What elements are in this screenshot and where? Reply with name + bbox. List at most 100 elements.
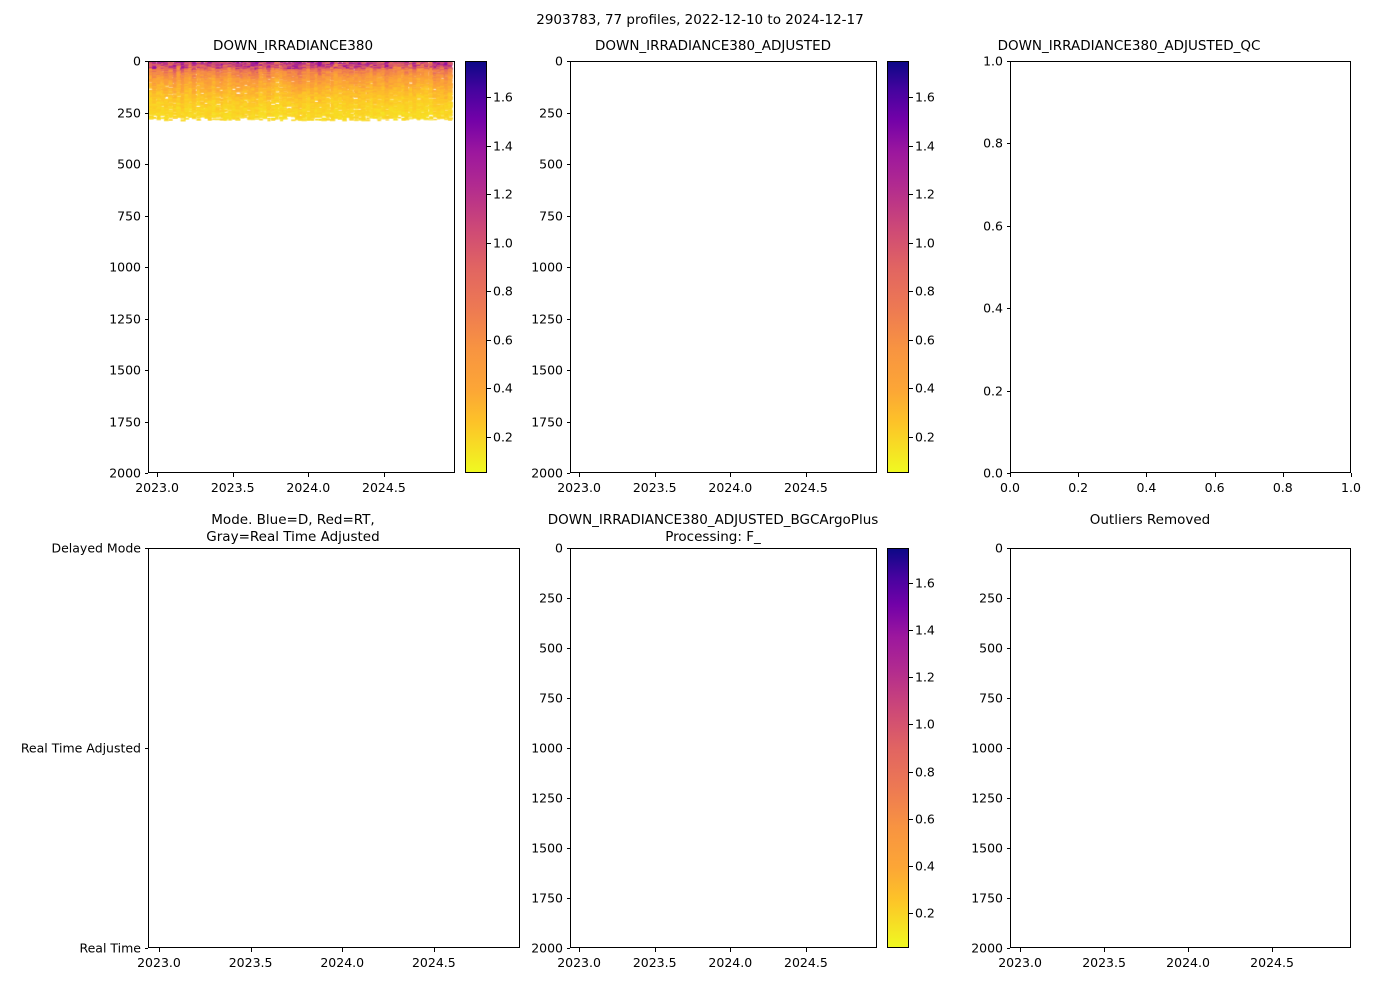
- panel-bgcargoplus-xticklabel-2: 2024.0: [708, 955, 753, 970]
- colorbar-adjusted-tick-5: [909, 194, 913, 196]
- panel-mode-xticklabel-1: 2023.5: [228, 955, 273, 970]
- colorbar-bgcargoplus-ticklabel-4: 1.0: [915, 716, 935, 732]
- panel-mode-yticklabel-1: Real Time Adjusted: [20, 740, 141, 756]
- colorbar-raw-ticklabel-0: 0.2: [493, 429, 513, 445]
- colorbar-bgcargoplus-tick-2: [909, 818, 913, 820]
- panel-adjusted-qc-yticklabel-5: 1.0: [983, 53, 1003, 69]
- colorbar-adjusted-tick-4: [909, 242, 913, 244]
- panel-outliers-xticklabel-1: 2023.5: [1082, 955, 1126, 970]
- panel-outliers-xtick-3: [1272, 948, 1274, 952]
- panel-bgcargoplus-xtick-0: [579, 948, 581, 952]
- colorbar-raw-ticklabel-3: 0.8: [493, 283, 513, 299]
- panel-adjusted[interactable]: [570, 61, 877, 473]
- panel-bgcargoplus-ytick-8: [566, 948, 570, 949]
- panel-adjusted-yticklabel-6: 1500: [531, 362, 563, 378]
- panel-bgcargoplus-yticklabel-0: 0: [555, 540, 563, 556]
- panel-raw-ytick-7: [144, 421, 148, 423]
- panel-adjusted-qc-xtick-2: [1146, 473, 1148, 477]
- panel-outliers-yticklabel-6: 1500: [971, 840, 1003, 856]
- panel-bgcargoplus-ytick-7: [566, 898, 570, 899]
- panel-raw-ytick-6: [144, 370, 148, 371]
- colorbar-adjusted-tick-6: [909, 145, 913, 147]
- panel-adjusted-xtick-0: [579, 473, 581, 477]
- panel-raw-yticklabel-7: 1750: [109, 414, 141, 429]
- colorbar-adjusted-tick-2: [909, 339, 913, 341]
- panel-adjusted-yticklabel-0: 0: [555, 53, 563, 69]
- panel-bgcargoplus-ytick-0: [566, 548, 570, 549]
- colorbar-raw-tick-1: [487, 388, 491, 390]
- panel-raw-ytick-3: [144, 215, 148, 217]
- panel-bgcargoplus-xtick-2: [730, 948, 732, 952]
- panel-raw-ytick-5: [144, 318, 148, 320]
- panel-adjusted-xtick-3: [805, 473, 807, 477]
- panel-adjusted-yticklabel-1: 250: [539, 105, 563, 120]
- panel-outliers-ytick-5: [1006, 798, 1010, 799]
- panel-adjusted-qc-xticklabel-4: 0.8: [1272, 480, 1293, 495]
- colorbar-adjusted: [887, 61, 909, 473]
- panel-adjusted-ytick-2: [566, 164, 570, 165]
- colorbar-adjusted-ticklabel-6: 1.4: [915, 138, 935, 154]
- panel-title-bgcargoplus: DOWN_IRRADIANCE380_ADJUSTED_BGCArgoPlus …: [547, 512, 879, 545]
- panel-outliers-ytick-1: [1006, 598, 1010, 599]
- colorbar-adjusted-ticklabel-5: 1.2: [915, 186, 935, 202]
- panel-adjusted-qc-xtick-5: [1351, 473, 1352, 477]
- panel-adjusted-qc-xticklabel-5: 1.0: [1341, 480, 1361, 495]
- panel-adjusted-qc-yticklabel-3: 0.6: [983, 218, 1003, 234]
- panel-raw-xticklabel-1: 2023.5: [210, 480, 255, 495]
- panel-bgcargoplus-xticklabel-0: 2023.0: [557, 955, 601, 970]
- panel-raw-yticklabel-0: 0: [133, 53, 141, 69]
- panel-adjusted-qc-yticklabel-0: 0.0: [983, 465, 1003, 481]
- colorbar-adjusted-ticklabel-4: 1.0: [915, 235, 935, 251]
- panel-title-adjusted-qc: DOWN_IRRADIANCE380_ADJUSTED_QC: [997, 38, 1261, 54]
- panel-raw[interactable]: [148, 61, 455, 473]
- panel-outliers-xticklabel-0: 2023.0: [998, 955, 1042, 970]
- panel-mode-xtick-3: [433, 948, 435, 952]
- panel-adjusted-yticklabel-4: 1000: [531, 259, 563, 275]
- colorbar-adjusted-ticklabel-2: 0.6: [915, 332, 935, 348]
- panel-bgcargoplus-ytick-6: [566, 848, 570, 849]
- panel-outliers-ytick-8: [1006, 948, 1010, 949]
- colorbar-bgcargoplus-ticklabel-7: 1.6: [915, 575, 935, 591]
- figure-suptitle: 2903783, 77 profiles, 2022-12-10 to 2024…: [536, 12, 864, 28]
- panel-mode-xtick-0: [158, 948, 160, 952]
- colorbar-raw-tick-7: [487, 97, 491, 99]
- panel-outliers-yticklabel-7: 1750: [971, 890, 1003, 906]
- panel-outliers-yticklabel-0: 0: [995, 540, 1003, 556]
- panel-outliers[interactable]: [1010, 548, 1351, 948]
- panel-bgcargoplus[interactable]: [570, 548, 877, 948]
- colorbar-bgcargoplus-tick-5: [909, 677, 913, 679]
- panel-adjusted-yticklabel-7: 1750: [531, 414, 563, 429]
- panel-mode-xticklabel-3: 2024.5: [411, 955, 456, 970]
- panel-bgcargoplus-ytick-3: [566, 698, 570, 699]
- panel-bgcargoplus-ytick-2: [566, 648, 570, 649]
- panel-bgcargoplus-yticklabel-6: 1500: [531, 840, 563, 856]
- panel-adjusted-ytick-3: [566, 215, 570, 217]
- panel-adjusted-qc-ytick-0: [1006, 473, 1010, 474]
- panel-mode-xticklabel-0: 2023.0: [137, 955, 181, 970]
- panel-raw-yticklabel-6: 1500: [109, 362, 141, 378]
- panel-adjusted-qc-xtick-1: [1078, 473, 1080, 477]
- panel-mode[interactable]: [148, 548, 520, 948]
- panel-adjusted-qc-yticklabel-4: 0.8: [983, 135, 1003, 151]
- colorbar-bgcargoplus-tick-4: [909, 724, 913, 726]
- panel-outliers-ytick-4: [1006, 748, 1010, 749]
- colorbar-raw-tick-6: [487, 145, 491, 147]
- colorbar-adjusted-ticklabel-0: 0.2: [915, 429, 935, 445]
- panel-adjusted-qc[interactable]: [1010, 61, 1351, 473]
- colorbar-bgcargoplus-ticklabel-0: 0.2: [915, 905, 935, 921]
- panel-adjusted-qc-ytick-4: [1006, 143, 1010, 145]
- panel-bgcargoplus-yticklabel-3: 750: [539, 690, 563, 706]
- colorbar-bgcargoplus-tick-3: [909, 771, 913, 773]
- panel-raw-yticklabel-5: 1250: [109, 311, 141, 326]
- panel-adjusted-qc-xticklabel-3: 0.6: [1204, 480, 1225, 495]
- panel-outliers-ytick-3: [1006, 698, 1010, 699]
- panel-raw-yticklabel-1: 250: [117, 105, 141, 120]
- panel-mode-yticklabel-2: Real Time: [79, 940, 141, 956]
- raw-scatter-data: [149, 62, 454, 472]
- panel-mode-xtick-2: [342, 948, 344, 952]
- mode-real-time-line: [149, 947, 520, 948]
- colorbar-adjusted-tick-7: [909, 97, 913, 99]
- panel-outliers-xticklabel-2: 2024.0: [1166, 955, 1210, 970]
- panel-bgcargoplus-yticklabel-2: 500: [539, 640, 563, 656]
- panel-adjusted-qc-yticklabel-1: 0.2: [983, 383, 1003, 399]
